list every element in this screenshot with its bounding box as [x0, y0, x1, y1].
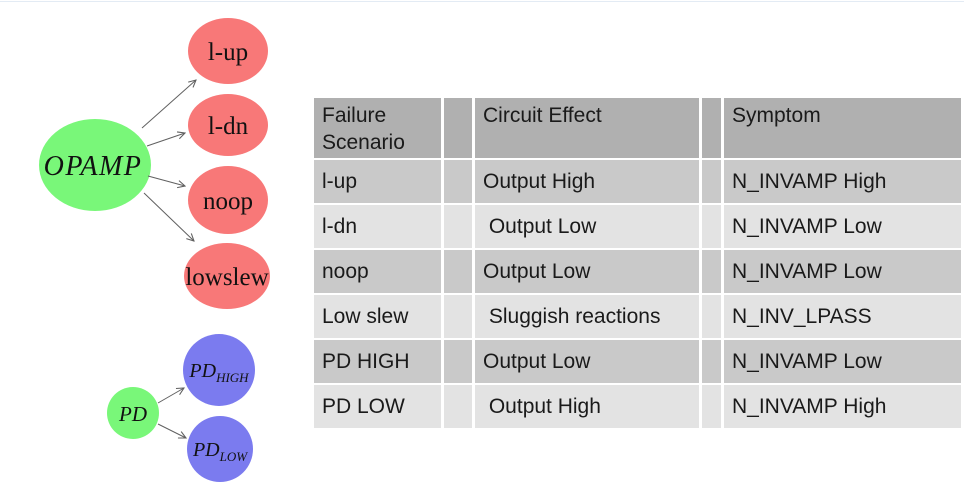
pd-high-label: PDHIGH	[188, 360, 249, 385]
spacer-cell	[702, 160, 721, 203]
arrow-opamp-noop	[147, 175, 185, 186]
cell-symptom: N_INVAMP Low	[724, 250, 961, 293]
spacer-cell	[444, 385, 472, 428]
cell-effect: Sluggish reactions	[475, 295, 699, 338]
pd-label: PD	[118, 402, 147, 426]
lup-label: l-up	[208, 39, 248, 66]
spacer-cell	[444, 160, 472, 203]
header-failure-scenario: Failure Scenario	[314, 98, 441, 158]
lowslew-label: lowslew	[185, 264, 268, 291]
pd-arrows	[157, 388, 186, 438]
pd-high-subscript: HIGH	[215, 370, 249, 385]
spacer-cell	[702, 295, 721, 338]
cell-symptom: N_INVAMP High	[724, 160, 961, 203]
pd-low-label: PDLOW	[192, 439, 248, 464]
spacer-cell	[702, 205, 721, 248]
table-row: PD LOW Output High N_INVAMP High	[314, 385, 961, 428]
cell-effect: Output High	[475, 160, 699, 203]
noop-label: noop	[203, 188, 253, 215]
arrow-opamp-ldn	[146, 133, 185, 147]
spacer-cell	[444, 340, 472, 383]
spacer-cell	[444, 250, 472, 293]
cell-effect: Output Low	[475, 250, 699, 293]
table-row: l-dn Output Low N_INVAMP Low	[314, 205, 961, 248]
pd-high-node	[183, 334, 255, 406]
cell-scenario: PD LOW	[314, 385, 441, 428]
cell-symptom: N_INVAMP Low	[724, 205, 961, 248]
arrow-opamp-lup	[141, 80, 196, 129]
arrow-pd-high	[157, 388, 184, 404]
arrow-opamp-lowslew	[143, 192, 194, 241]
table-row: noop Output Low N_INVAMP Low	[314, 250, 961, 293]
table-row: Low slew Sluggish reactions N_INV_LPASS	[314, 295, 961, 338]
cell-scenario: Low slew	[314, 295, 441, 338]
ldn-label: l-dn	[208, 113, 249, 140]
pd-low-subscript: LOW	[219, 449, 249, 464]
header-spacer-2	[702, 98, 721, 158]
pd-node	[107, 387, 159, 439]
arrow-pd-low	[157, 423, 186, 438]
pd-low-node	[187, 416, 253, 482]
cell-symptom: N_INV_LPASS	[724, 295, 961, 338]
spacer-cell	[444, 295, 472, 338]
failure-node-noop	[188, 166, 268, 234]
header-spacer-1	[444, 98, 472, 158]
spacer-cell	[702, 340, 721, 383]
cell-scenario: l-up	[314, 160, 441, 203]
opamp-label: OPAMP	[44, 151, 143, 182]
cell-scenario: l-dn	[314, 205, 441, 248]
opamp-node	[39, 119, 151, 211]
header-circuit-effect: Circuit Effect	[475, 98, 699, 158]
failure-node-lup	[188, 18, 268, 84]
cell-scenario: PD HIGH	[314, 340, 441, 383]
spacer-cell	[444, 205, 472, 248]
table-row: l-up Output High N_INVAMP High	[314, 160, 961, 203]
failure-node-lowslew	[184, 243, 270, 309]
table-row: PD HIGH Output Low N_INVAMP Low	[314, 340, 961, 383]
spacer-cell	[702, 250, 721, 293]
failure-node-ldn	[188, 94, 268, 156]
cell-effect: Output Low	[475, 340, 699, 383]
cell-symptom: N_INVAMP High	[724, 385, 961, 428]
cell-effect: Output Low	[475, 205, 699, 248]
failure-scenario-table: Failure Scenario Circuit Effect Symptom …	[311, 96, 964, 430]
pd-high-base: PD	[188, 360, 216, 382]
cell-symptom: N_INVAMP Low	[724, 340, 961, 383]
pd-low-base: PD	[192, 439, 220, 461]
cell-scenario: noop	[314, 250, 441, 293]
header-symptom: Symptom	[724, 98, 961, 158]
top-divider	[0, 1, 964, 2]
cell-effect: Output High	[475, 385, 699, 428]
table-header-row: Failure Scenario Circuit Effect Symptom	[314, 98, 961, 158]
spacer-cell	[702, 385, 721, 428]
opamp-arrows	[141, 80, 196, 241]
